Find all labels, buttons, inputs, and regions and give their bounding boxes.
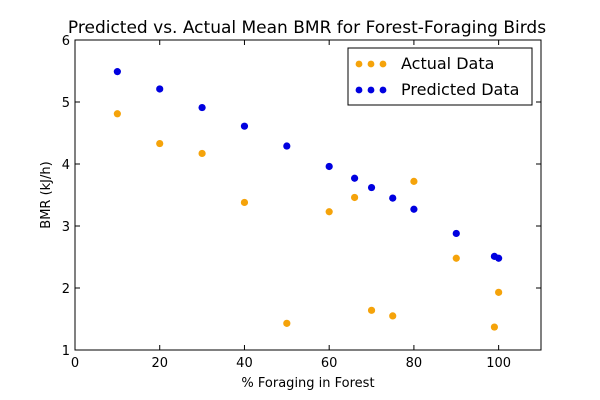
y-tick-label: 6 [62,34,70,49]
x-tick-label: 60 [321,356,338,371]
predicted-data-point [410,205,418,213]
actual-data-legend-marker [355,60,363,68]
chart-title: Predicted vs. Actual Mean BMR for Forest… [68,18,546,38]
predicted-data-legend-marker [379,86,387,94]
actual-data-point [389,312,397,320]
predicted-data-point [325,162,333,171]
y-tick-label: 3 [62,220,70,235]
predicted-data-point [156,85,164,93]
x-tick-label: 40 [236,356,253,371]
actual-data-point [240,198,249,207]
actual-data-point [495,288,503,296]
plot-frame [74,39,542,351]
y-tick-label: 2 [62,282,70,297]
actual-data-point [156,139,164,148]
predicted-data-point [452,229,460,238]
x-tick-label: 80 [406,356,423,371]
x-axis-label: % Foraging in Forest [241,376,374,391]
actual-data-point [351,193,359,202]
predicted-data-point [367,183,376,192]
x-tick-label: 0 [71,356,79,371]
predicted-data-legend-marker [355,86,363,94]
axis-ticks: 0 20 40 60 80 100 1 2 3 4 5 6 [62,34,541,371]
y-tick-label: 5 [62,96,70,111]
actual-data-point [490,323,498,331]
predicted-data-point [351,174,359,182]
predicted-data-point [495,254,503,262]
actual-data-point [283,319,291,327]
predicted-data-point [198,103,206,112]
y-tick-label: 4 [62,158,70,173]
x-tick-label: 20 [151,356,168,371]
actual-data-legend-marker [379,60,387,68]
legend-items: Actual Data Predicted Data [355,54,519,99]
actual-data-point [325,208,333,216]
actual-data-point [452,254,460,262]
actual-data-legend-label: Actual Data [401,54,494,73]
data-points [113,68,503,331]
actual-data-point [410,177,418,185]
x-tick-label: 100 [486,356,511,371]
predicted-data-point [283,142,291,150]
y-axis-label: BMR (kJ/h) [39,161,54,228]
y-tick-label: 1 [62,344,70,359]
legend-box [347,47,533,106]
predicted-data-point [113,68,121,76]
predicted-data-legend-label: Predicted Data [401,80,519,99]
actual-data-point [198,149,206,158]
predicted-data-legend-marker [367,86,375,94]
predicted-data-point [240,122,249,130]
actual-data-legend-marker [367,60,375,68]
actual-data-point [367,306,376,314]
actual-data-point [113,110,121,118]
predicted-data-point [389,194,397,202]
legend: Actual Data Predicted Data [347,47,533,106]
